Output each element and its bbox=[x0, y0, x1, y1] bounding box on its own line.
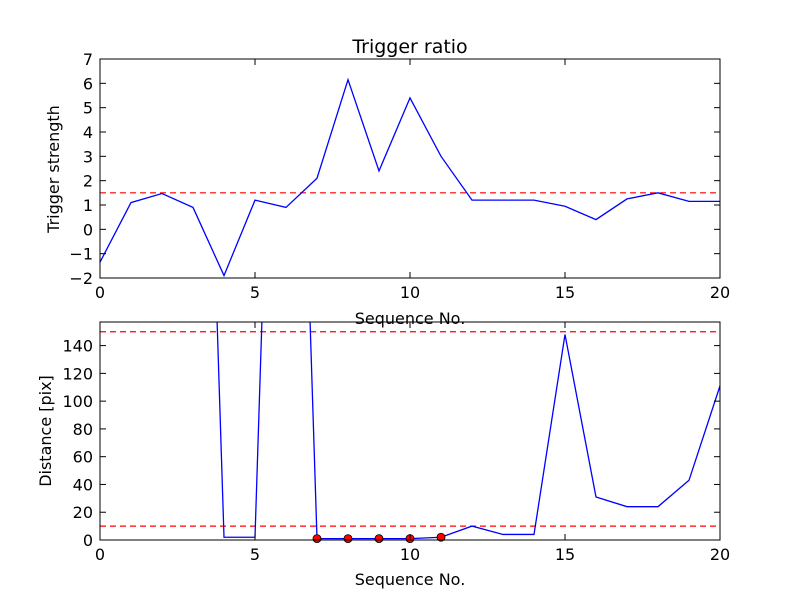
y-tick-label: −2 bbox=[69, 269, 93, 288]
x-tick-label: 5 bbox=[250, 545, 260, 564]
plot-area bbox=[100, 77, 720, 278]
trigger-ratio-plot: Trigger ratio Sequence No. Trigger stren… bbox=[44, 36, 730, 328]
y-tick-label: 100 bbox=[62, 392, 93, 411]
x-axis-label: Sequence No. bbox=[355, 570, 466, 589]
x-axis-label: Sequence No. bbox=[355, 309, 466, 328]
y-tick-label: 80 bbox=[73, 420, 93, 439]
y-tick-label: 120 bbox=[62, 364, 93, 383]
y-tick-label: 2 bbox=[83, 172, 93, 191]
distance-plot: Sequence No. Distance [pix] 0 5 10 15 20 0 20 4… bbox=[36, 321, 730, 589]
y-tick-label: 0 bbox=[83, 531, 93, 550]
x-tick-label: 5 bbox=[250, 283, 260, 302]
x-tick-label: 20 bbox=[710, 283, 730, 302]
y-tick-label: 60 bbox=[73, 448, 93, 467]
x-tick-label: 0 bbox=[95, 283, 105, 302]
y-tick-label: 3 bbox=[83, 147, 93, 166]
y-tick-label: 140 bbox=[62, 337, 93, 356]
data-point-marker bbox=[312, 534, 322, 544]
data-series-line bbox=[100, 77, 720, 278]
y-tick-label: −1 bbox=[69, 245, 93, 264]
x-tick-label: 15 bbox=[555, 545, 575, 564]
y-tick-label: 6 bbox=[83, 74, 93, 93]
x-tick-label: 0 bbox=[95, 545, 105, 564]
x-tick-label: 10 bbox=[400, 283, 420, 302]
plot-title: Trigger ratio bbox=[351, 36, 467, 58]
y-tick-label: 4 bbox=[83, 123, 93, 142]
y-tick-label: 7 bbox=[83, 50, 93, 69]
y-tick-label: 0 bbox=[83, 220, 93, 239]
data-point-marker bbox=[436, 532, 446, 542]
y-tick-label: 5 bbox=[83, 99, 93, 118]
data-point-marker bbox=[374, 534, 384, 544]
y-tick-label: 20 bbox=[73, 503, 93, 522]
x-tick-label: 10 bbox=[400, 545, 420, 564]
y-tick-label: 40 bbox=[73, 475, 93, 494]
data-point-marker bbox=[343, 534, 353, 544]
x-tick-label: 15 bbox=[555, 283, 575, 302]
y-tick-label: 1 bbox=[83, 196, 93, 215]
x-tick-label: 20 bbox=[710, 545, 730, 564]
y-axis-label: Distance [pix] bbox=[36, 375, 55, 487]
y-axis-label: Trigger strength bbox=[44, 105, 63, 234]
